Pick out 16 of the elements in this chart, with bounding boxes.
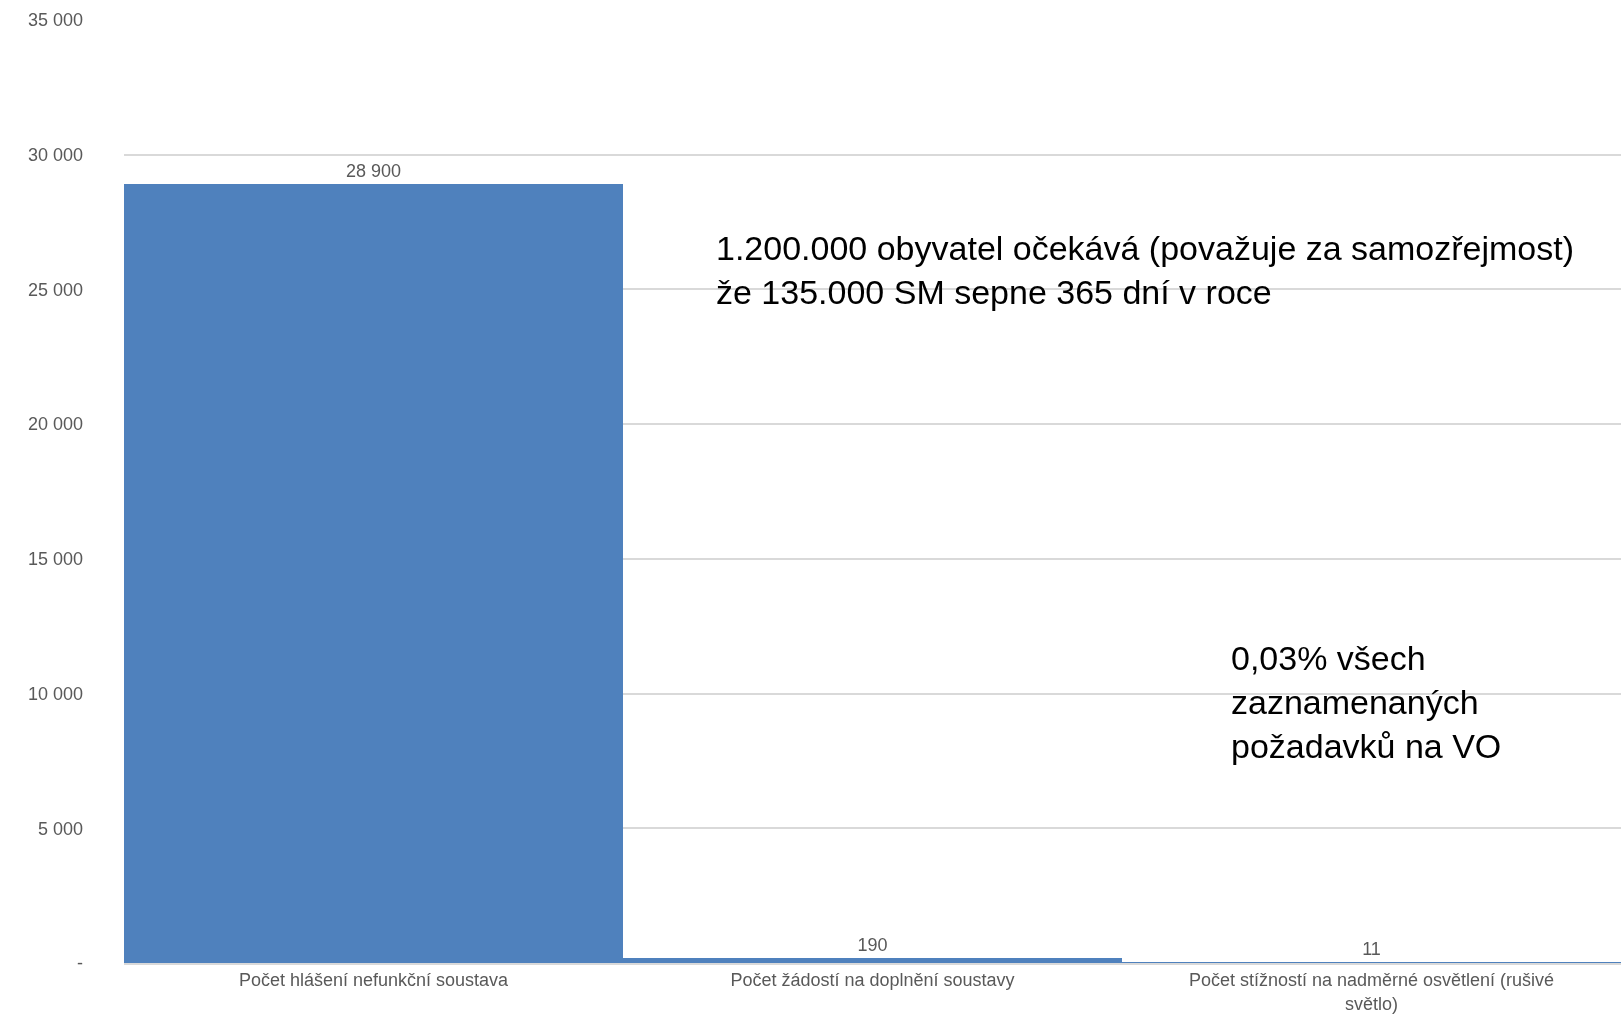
annotation: 0,03% všech zaznamenaných požadavků na VO	[1231, 639, 1502, 766]
x-tick-label: Počet hlášení nefunkční soustava	[238, 970, 510, 991]
data-label: 11	[1362, 939, 1381, 959]
data-label: 28 900	[345, 161, 402, 181]
y-tick-label: 35 000	[27, 10, 83, 31]
y-tick-label: 20 000	[27, 414, 83, 435]
y-tick-label: -	[77, 953, 83, 974]
annotation: 1.200.000 obyvatel očekává (považuje za samozřejmost) že 135.000 SM sepne 365 dní v roce	[716, 229, 1575, 312]
y-tick-label: 10 000	[27, 683, 83, 704]
y-tick-label: 15 000	[27, 549, 83, 570]
y-tick-label: 5 000	[37, 818, 83, 839]
x-tick-label: Počet stížností na nadměrné osvětlení (rušivé světlo)	[1188, 970, 1555, 1014]
y-tick-label: 30 000	[27, 145, 83, 166]
y-tick-label: 25 000	[27, 279, 83, 300]
x-tick-label: Počet žádostí na doplnění soustavy	[730, 970, 1015, 991]
data-label: 190	[857, 935, 888, 955]
